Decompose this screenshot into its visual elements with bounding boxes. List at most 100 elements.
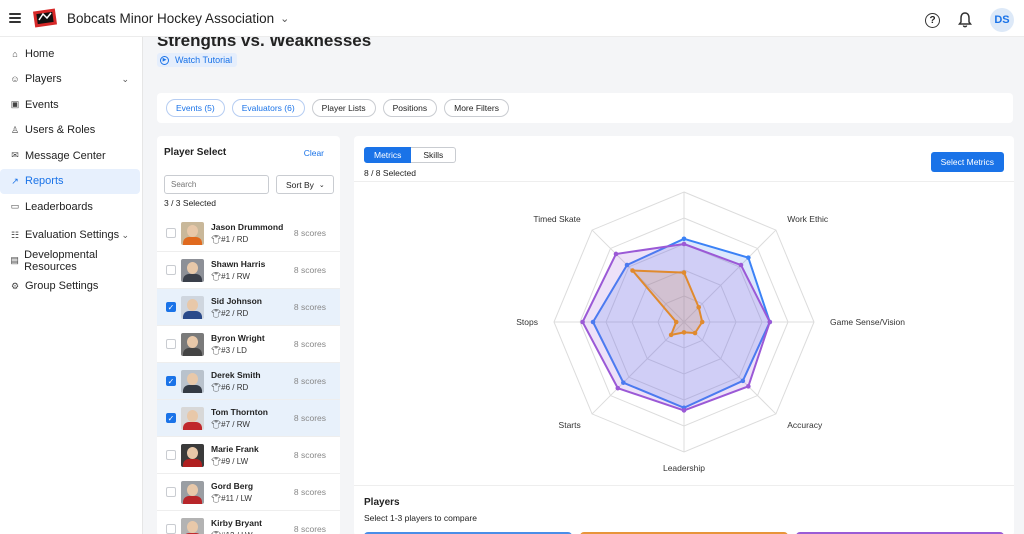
radar-axis-label: Starts <box>559 420 581 430</box>
jersey-icon: 👕︎ <box>211 531 221 534</box>
jersey-icon: 👕︎ <box>211 272 222 281</box>
positions-filter[interactable]: Positions <box>382 99 438 117</box>
player-checkbox[interactable]: ✓ <box>166 413 176 423</box>
players-icon: ☺ <box>10 74 20 85</box>
player-row[interactable]: ✓ Derek Smith 👕︎#6 / RD 8 scores <box>157 363 340 400</box>
player-name: Shawn Harris <box>211 259 266 269</box>
chart-panel: Metrics Skills 8 / 8 Selected Select Met… <box>354 136 1014 534</box>
player-meta: 👕︎#6 / RD <box>211 383 261 392</box>
tab-metrics[interactable]: Metrics <box>364 147 412 163</box>
player-info: Jason Drummond 👕︎#1 / RD <box>211 222 283 244</box>
player-row[interactable]: ✓ Tom Thornton 👕︎#7 / RW 8 scores <box>157 400 340 437</box>
sidebar-item-events[interactable]: ▣ Events <box>0 92 142 118</box>
player-score-count: 8 scores <box>293 524 326 534</box>
player-photo <box>181 332 204 356</box>
player-number-position: #6 / RD <box>221 383 249 392</box>
radar-axis-line <box>683 321 777 415</box>
player-slot[interactable] <box>364 532 572 534</box>
sort-by-button[interactable]: Sort By ⌄ <box>276 175 334 194</box>
player-number-position: #2 / RD <box>221 309 249 318</box>
radar-data-point <box>580 319 585 325</box>
mail-icon: ✉ <box>11 150 19 161</box>
select-metrics-button[interactable]: Select Metrics <box>930 152 1004 172</box>
radar-data-point <box>624 262 630 268</box>
jersey-icon: 👕︎ <box>211 309 222 318</box>
sidebar-item-users-roles[interactable]: ♙ Users & Roles <box>0 118 142 144</box>
player-name: Byron Wright <box>211 333 265 343</box>
events-filter[interactable]: Events (5) <box>166 99 225 117</box>
sidebar-item-label: Users & Roles <box>25 124 96 137</box>
evaluators-filter[interactable]: Evaluators (6) <box>231 99 305 117</box>
watch-tutorial-button[interactable]: ▶ Watch Tutorial <box>157 53 238 67</box>
player-selected-count: 3 / 3 Selected <box>164 198 216 208</box>
player-score-count: 8 scores <box>293 376 326 386</box>
player-checkbox[interactable] <box>166 450 176 460</box>
radar-axis-line <box>591 321 685 415</box>
player-row[interactable]: Gord Berg 👕︎#11 / LW 8 scores <box>157 474 340 511</box>
player-checkbox[interactable] <box>166 487 176 497</box>
player-row[interactable]: Byron Wright 👕︎#3 / LD 8 scores <box>157 326 340 363</box>
radar-data-point <box>692 330 698 336</box>
tab-skills[interactable]: Skills <box>411 147 457 163</box>
avatar[interactable]: DS <box>990 8 1014 32</box>
sidebar-item-group-settings[interactable]: ⚙ Group Settings <box>0 274 142 300</box>
player-photo <box>181 443 204 467</box>
player-checkbox[interactable] <box>166 228 176 238</box>
more-filters-button[interactable]: More Filters <box>444 99 509 117</box>
sidebar-item-evaluation-settings[interactable]: ☷ Evaluation Settings ⌄ <box>0 223 142 249</box>
radar-axis-label: Game Sense/Vision <box>830 317 905 327</box>
player-meta: 👕︎#1 / RD <box>211 235 283 244</box>
chevron-down-icon[interactable]: ⌄ <box>280 12 290 25</box>
player-photo <box>181 221 204 245</box>
search-input[interactable] <box>164 175 269 194</box>
player-slot[interactable] <box>580 532 788 534</box>
player-row[interactable]: Kirby Bryant 👕︎#12 / LW 8 scores <box>157 511 340 534</box>
player-list: Jason Drummond 👕︎#1 / RD 8 scores Shawn Har… <box>157 215 340 534</box>
sidebar-item-message-center[interactable]: ✉ Message Center <box>0 143 142 169</box>
menu-icon[interactable] <box>9 11 21 25</box>
sidebar-item-home[interactable]: ⌂ Home <box>0 41 142 67</box>
player-name: Gord Berg <box>211 481 254 491</box>
radar-data-point <box>696 304 702 310</box>
main-content: Strengths vs. Weaknesses ▶ Watch Tutoria… <box>143 31 1024 534</box>
player-checkbox[interactable] <box>166 524 176 534</box>
sidebar: ⌂ Home ☺ Players ⌄ ▣ Events ♙ Users & Roles ✉… <box>0 37 143 534</box>
player-checkbox[interactable]: ✓ <box>166 302 176 312</box>
player-slot[interactable] <box>796 532 1004 534</box>
player-row[interactable]: Jason Drummond 👕︎#1 / RD 8 scores <box>157 215 340 252</box>
sidebar-item-label: Message Center <box>25 149 106 162</box>
top-bar: Bobcats Minor Hockey Association ⌄ ? DS <box>0 0 1024 37</box>
sidebar-item-leaderboards[interactable]: ▭ Leaderboards <box>0 194 142 220</box>
radar-data-point <box>590 319 596 325</box>
radar-data-point <box>615 385 621 391</box>
radar-axis-label: Work Ethic <box>787 214 829 224</box>
player-select-panel: Player Select Clear Sort By ⌄ 3 / 3 Sele… <box>157 136 340 534</box>
radar-data-point <box>740 378 746 384</box>
player-score-count: 8 scores <box>293 413 326 423</box>
chart-icon: ↗ <box>11 175 19 186</box>
player-info: Byron Wright 👕︎#3 / LD <box>211 333 265 355</box>
player-lists-filter[interactable]: Player Lists <box>311 99 376 117</box>
radar-axis-label: Timed Skate <box>533 214 581 224</box>
player-row[interactable]: Shawn Harris 👕︎#1 / RW 8 scores <box>157 252 340 289</box>
org-name[interactable]: Bobcats Minor Hockey Association <box>67 10 275 26</box>
player-checkbox[interactable] <box>166 339 176 349</box>
sidebar-item-label: Events <box>25 98 59 111</box>
player-score-count: 8 scores <box>293 265 326 275</box>
player-checkbox[interactable] <box>166 265 176 275</box>
player-row[interactable]: ✓ Sid Johnson 👕︎#2 / RD 8 scores <box>157 289 340 326</box>
sidebar-item-reports[interactable]: ↗ Reports <box>0 168 140 194</box>
radar-data-point <box>681 236 687 242</box>
radar-data-point <box>699 319 705 325</box>
player-score-count: 8 scores <box>293 487 326 497</box>
sidebar-item-developmental-resources[interactable]: ▤ Developmental Resources <box>0 248 142 274</box>
gear-icon: ⚙ <box>10 280 20 291</box>
player-meta: 👕︎#9 / LW <box>211 457 259 466</box>
clipboard-icon: ☷ <box>10 229 20 240</box>
sidebar-item-players[interactable]: ☺ Players ⌄ <box>0 67 142 93</box>
help-icon[interactable]: ? <box>925 12 940 28</box>
bell-icon[interactable] <box>958 12 972 28</box>
player-row[interactable]: Marie Frank 👕︎#9 / LW 8 scores <box>157 437 340 474</box>
player-checkbox[interactable]: ✓ <box>166 376 176 386</box>
clear-button[interactable]: Clear <box>303 148 324 158</box>
